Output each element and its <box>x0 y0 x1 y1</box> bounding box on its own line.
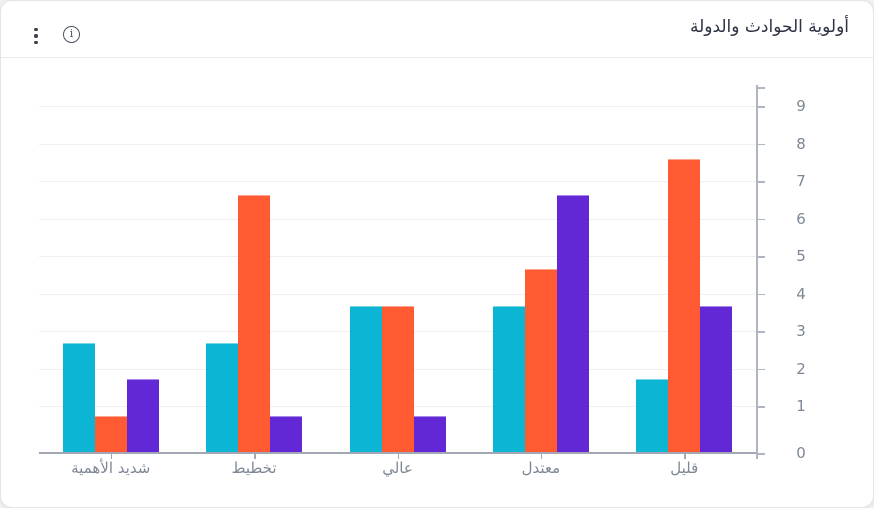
y-axis-label: 5 <box>796 247 806 265</box>
bar-c1-s2[interactable] <box>270 416 303 453</box>
x-axis-tick <box>684 453 686 459</box>
y-axis-tick <box>756 143 765 145</box>
header-divider <box>1 57 873 58</box>
x-axis-label: تخطيط <box>231 459 277 477</box>
y-axis-line <box>756 85 758 459</box>
bar-c4-s1[interactable] <box>668 158 701 453</box>
x-axis-label: معتدل <box>521 459 561 477</box>
y-axis-label: 1 <box>796 397 806 415</box>
bar-c2-s1[interactable] <box>381 305 414 453</box>
gridline <box>39 181 756 182</box>
bar-c1-s0[interactable] <box>206 342 239 453</box>
y-axis-tick <box>756 368 765 370</box>
bar-c0-s0[interactable] <box>62 342 95 453</box>
gridline <box>39 293 756 295</box>
y-axis-label: 0 <box>796 444 806 462</box>
gridline <box>39 218 756 220</box>
y-axis-label: 9 <box>796 97 806 115</box>
y-axis-label: 4 <box>796 284 806 303</box>
x-axis-tick <box>110 453 113 459</box>
y-axis-label: 3 <box>796 322 806 340</box>
bar-c3-s2[interactable] <box>556 195 589 453</box>
gridline <box>39 106 756 107</box>
bar-c4-s2[interactable] <box>700 305 733 453</box>
y-axis-tick <box>756 331 765 333</box>
x-axis-tick <box>254 453 256 459</box>
info-icon[interactable]: i <box>63 26 80 43</box>
y-axis-tick <box>756 218 765 220</box>
bar-c0-s1[interactable] <box>94 416 127 453</box>
y-axis-tick <box>756 106 765 108</box>
y-axis-tick <box>756 453 765 455</box>
y-axis-tick <box>756 87 765 89</box>
y-axis-label: 7 <box>796 172 806 190</box>
y-axis-label: 2 <box>796 359 806 378</box>
y-axis-label: 6 <box>796 209 806 228</box>
chart-title: أولوية الحوادث والدولة <box>689 17 849 37</box>
bar-c4-s0[interactable] <box>636 379 669 453</box>
x-axis-label: شديد الأهمية <box>71 459 151 477</box>
y-axis-tick <box>756 293 765 295</box>
bar-c0-s2[interactable] <box>126 379 159 453</box>
kebab-menu-icon[interactable] <box>30 26 42 46</box>
y-axis-tick <box>756 406 765 408</box>
bar-c2-s0[interactable] <box>349 305 382 453</box>
x-axis-label: عالي <box>382 459 413 477</box>
bar-c3-s1[interactable] <box>524 269 557 453</box>
y-axis-label: 8 <box>796 134 806 153</box>
bar-c2-s2[interactable] <box>413 416 446 453</box>
x-axis-label: قليل <box>670 459 699 477</box>
x-axis-line <box>39 452 756 454</box>
bar-c3-s0[interactable] <box>492 305 525 453</box>
y-axis-tick <box>756 256 765 258</box>
gridline <box>39 143 756 145</box>
bar-c1-s1[interactable] <box>238 195 271 453</box>
y-axis-tick <box>756 181 765 183</box>
gridline <box>39 256 756 257</box>
x-axis-tick <box>397 453 399 459</box>
x-axis-tick <box>540 453 543 459</box>
